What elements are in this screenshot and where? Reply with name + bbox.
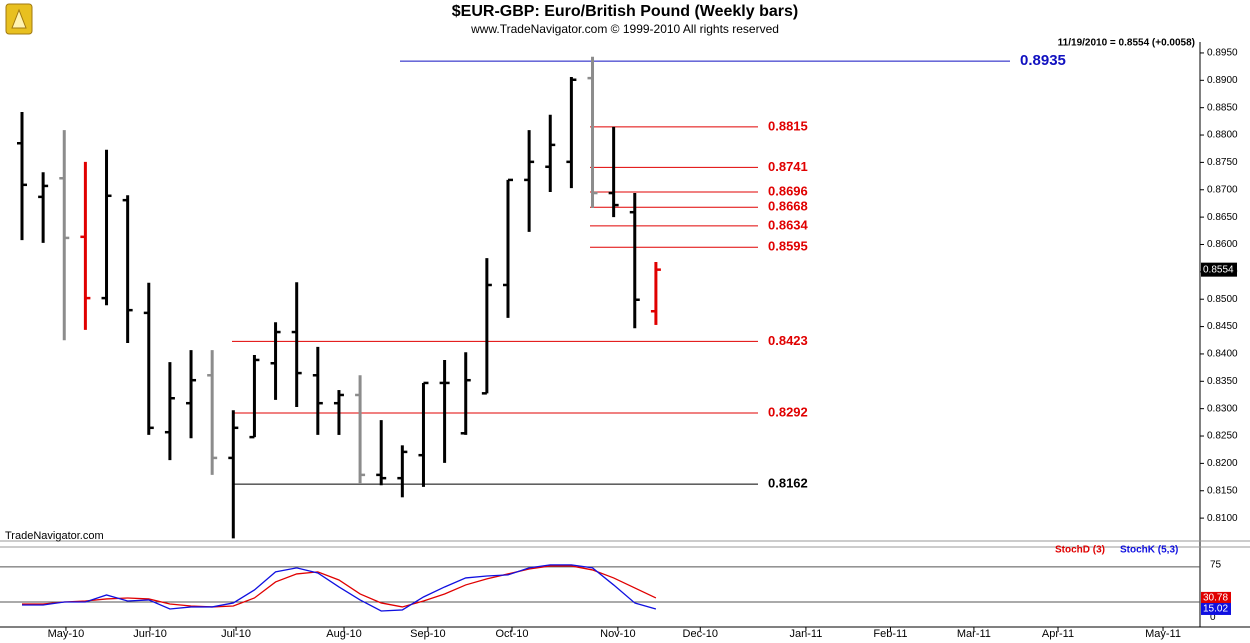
x-tick-label: May-11 [1145, 628, 1181, 640]
x-tick-label: Jan-11 [790, 628, 823, 640]
y-tick-label: 0.8200 [1207, 458, 1238, 469]
level-label: 0.8815 [768, 118, 808, 133]
x-tick-label: Dec-10 [683, 628, 718, 640]
x-tick-label: Apr-11 [1042, 628, 1074, 640]
x-tick-label: Sep-10 [410, 628, 445, 640]
last-value-badge [1201, 591, 1231, 604]
x-tick-label: May-10 [48, 628, 85, 640]
level-label: 0.8423 [768, 333, 808, 348]
y-tick-label: 0.8750 [1207, 157, 1238, 168]
level-label: 0.8935 [1020, 52, 1066, 69]
x-tick-label: Feb-11 [873, 628, 907, 640]
last-value-label: 30.78 [1203, 593, 1228, 604]
x-tick-label: Aug-10 [326, 628, 361, 640]
last-value-label: 15.02 [1203, 604, 1228, 615]
y-tick-label: 0.8300 [1207, 403, 1238, 414]
level-label: 0.8741 [768, 159, 808, 174]
watermark: TradeNavigator.com [5, 530, 104, 542]
series-line [22, 564, 657, 612]
y-tick-label: 75 [1210, 560, 1222, 571]
chart-subtitle: www.TradeNavigator.com © 1999-2010 All r… [470, 22, 779, 36]
x-tick-label: Mar-11 [957, 628, 991, 640]
logo [5, 3, 33, 35]
y-tick-label: 0.8500 [1207, 294, 1238, 305]
x-tick-label: Nov-10 [600, 628, 635, 640]
legend-entry: StochK (5,3) [1120, 545, 1178, 556]
y-tick-label: 0.8100 [1207, 513, 1238, 524]
level-label: 0.8162 [768, 476, 808, 491]
x-tick-label: Jul-10 [221, 628, 251, 640]
y-tick-label: 0.8700 [1207, 184, 1238, 195]
y-tick-label: 0.8450 [1207, 321, 1238, 332]
level-label: 0.8595 [768, 239, 808, 254]
chart-title: $EUR-GBP: Euro/British Pound (Weekly bar… [452, 3, 798, 20]
level-label: 0.8668 [768, 199, 808, 214]
y-tick-label: 0.8900 [1207, 75, 1238, 86]
y-tick-label: 0.8150 [1207, 485, 1238, 496]
price-header: 11/19/2010 = 0.8554 (+0.0058) [1058, 38, 1195, 49]
last-value-badge [1201, 602, 1231, 615]
y-tick-label: 0 [1210, 612, 1216, 623]
y-tick-label: 0.8600 [1207, 239, 1238, 250]
price-badge-label: 0.8554 [1203, 264, 1234, 275]
y-tick-label: 0.8950 [1207, 48, 1238, 59]
x-tick-label: Oct-10 [495, 628, 528, 640]
y-tick-label: 0.8850 [1207, 102, 1238, 113]
level-label: 0.8696 [768, 183, 808, 198]
y-tick-label: 0.8250 [1207, 431, 1238, 442]
legend-entry: StochD (3) [1055, 545, 1105, 556]
x-tick-label: Jun-10 [133, 628, 167, 640]
y-tick-label: 0.8650 [1207, 212, 1238, 223]
price-badge [1201, 262, 1237, 277]
y-tick-label: 0.8400 [1207, 349, 1238, 360]
level-label: 0.8292 [768, 404, 808, 419]
series-line [22, 565, 657, 608]
y-tick-label: 0.8350 [1207, 376, 1238, 387]
level-label: 0.8634 [768, 217, 809, 232]
y-tick-label: 0.8800 [1207, 130, 1238, 141]
